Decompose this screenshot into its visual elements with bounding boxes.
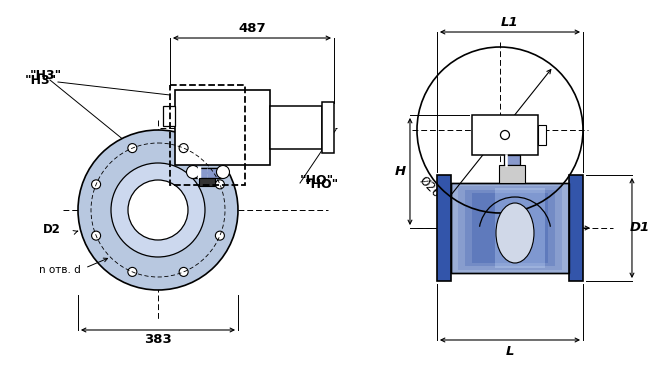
Circle shape xyxy=(179,143,188,153)
Text: H: H xyxy=(395,165,406,178)
Text: "H3": "H3" xyxy=(30,69,62,81)
Polygon shape xyxy=(322,102,334,153)
Circle shape xyxy=(215,231,225,240)
Polygon shape xyxy=(199,178,215,186)
Circle shape xyxy=(92,180,101,189)
Polygon shape xyxy=(495,188,545,268)
Polygon shape xyxy=(504,155,520,165)
Polygon shape xyxy=(175,90,270,165)
Text: L1: L1 xyxy=(501,15,519,28)
Circle shape xyxy=(186,165,199,178)
Text: "H3": "H3" xyxy=(25,73,57,87)
Text: n отв. d: n отв. d xyxy=(39,265,81,275)
Text: 383: 383 xyxy=(144,334,172,346)
Text: 487: 487 xyxy=(238,22,266,35)
Polygon shape xyxy=(465,190,555,266)
Polygon shape xyxy=(458,186,562,270)
Polygon shape xyxy=(270,106,322,149)
Polygon shape xyxy=(499,165,525,183)
Text: "HO": "HO" xyxy=(305,178,339,192)
Polygon shape xyxy=(163,106,175,126)
Text: D1: D1 xyxy=(630,222,650,234)
Circle shape xyxy=(217,165,230,178)
Polygon shape xyxy=(472,193,548,263)
Circle shape xyxy=(179,268,188,276)
Ellipse shape xyxy=(496,203,534,263)
Polygon shape xyxy=(569,175,583,281)
Polygon shape xyxy=(437,175,451,281)
Polygon shape xyxy=(451,183,569,273)
Polygon shape xyxy=(451,183,569,273)
Polygon shape xyxy=(196,168,218,177)
Circle shape xyxy=(78,130,238,290)
Circle shape xyxy=(501,131,510,139)
Text: "HO": "HO" xyxy=(300,173,334,187)
Text: L: L xyxy=(506,346,514,358)
Circle shape xyxy=(128,143,137,153)
Circle shape xyxy=(215,180,225,189)
Circle shape xyxy=(111,163,205,257)
Circle shape xyxy=(128,268,137,276)
Text: D2: D2 xyxy=(43,223,61,237)
Text: Ø263: Ø263 xyxy=(416,174,448,206)
Polygon shape xyxy=(472,115,538,155)
Polygon shape xyxy=(191,168,223,178)
Circle shape xyxy=(128,180,188,240)
Polygon shape xyxy=(538,125,546,145)
Circle shape xyxy=(92,231,101,240)
